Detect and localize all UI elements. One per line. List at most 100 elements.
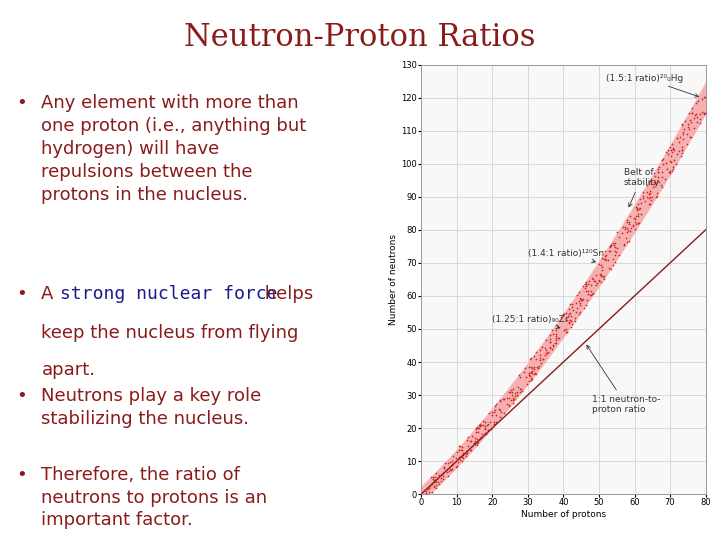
Point <box>525 373 536 382</box>
Point <box>438 464 450 472</box>
Point <box>633 219 644 228</box>
Point <box>633 210 644 219</box>
Point <box>536 359 547 368</box>
Point <box>563 319 575 328</box>
Point <box>472 423 483 431</box>
Point <box>585 287 596 295</box>
Point <box>508 385 519 394</box>
Point <box>607 255 618 264</box>
Point <box>585 291 596 300</box>
Point <box>642 188 653 197</box>
Point <box>430 483 441 492</box>
Point <box>494 413 505 422</box>
Point <box>511 390 523 399</box>
Point <box>428 475 439 483</box>
Point <box>624 211 636 220</box>
Point <box>469 438 480 447</box>
Point <box>609 258 621 266</box>
Point <box>575 294 586 302</box>
Point <box>605 265 616 273</box>
Point <box>564 316 576 325</box>
Point <box>634 219 645 227</box>
Point <box>457 450 469 459</box>
Point <box>574 300 585 309</box>
Point <box>651 176 662 185</box>
Point <box>536 343 548 352</box>
Point <box>656 156 667 165</box>
Point <box>426 480 438 488</box>
Point <box>474 434 486 442</box>
Point <box>456 453 467 462</box>
Point <box>515 388 526 397</box>
Point <box>694 109 706 118</box>
Point <box>609 246 621 255</box>
Point <box>637 193 649 202</box>
Point <box>469 440 481 448</box>
Point <box>642 180 653 189</box>
Point <box>504 401 516 410</box>
Point <box>604 246 616 255</box>
Point <box>454 456 466 465</box>
Point <box>565 322 577 331</box>
Point <box>577 282 588 291</box>
Point <box>634 204 645 213</box>
Point <box>631 203 642 212</box>
Point <box>537 354 549 363</box>
Point <box>466 437 477 445</box>
Point <box>437 468 449 477</box>
Point <box>662 146 674 154</box>
Point <box>666 147 678 156</box>
Point <box>445 465 456 474</box>
Point <box>667 166 678 175</box>
Point <box>669 156 680 164</box>
Point <box>514 385 526 394</box>
Point <box>639 197 651 205</box>
Point <box>673 138 685 146</box>
Point <box>599 247 611 256</box>
Point <box>473 424 485 433</box>
Point <box>579 280 590 288</box>
Point <box>494 396 505 405</box>
Point <box>561 328 572 337</box>
Point <box>621 233 632 242</box>
Point <box>700 109 711 117</box>
Point <box>477 420 489 429</box>
Point <box>445 458 456 467</box>
Point <box>446 460 458 469</box>
Point <box>570 308 582 316</box>
Point <box>462 442 474 450</box>
Point <box>686 109 698 118</box>
Point <box>530 369 541 377</box>
Point <box>685 116 696 124</box>
Point <box>661 158 672 167</box>
Point <box>544 331 555 340</box>
Point <box>590 280 602 289</box>
Point <box>501 394 513 402</box>
Point <box>657 154 669 163</box>
Point <box>567 305 578 314</box>
Point <box>574 309 585 318</box>
Point <box>678 130 689 138</box>
Point <box>519 364 531 373</box>
Text: Neutron-Proton Ratios: Neutron-Proton Ratios <box>184 22 536 52</box>
Point <box>690 112 702 121</box>
Point <box>511 388 523 397</box>
Point <box>587 289 598 298</box>
Point <box>495 406 506 415</box>
Point <box>431 475 443 483</box>
Point <box>508 395 520 403</box>
Text: keep the nucleus from flying: keep the nucleus from flying <box>42 324 299 342</box>
Point <box>637 192 649 200</box>
Point <box>482 419 494 428</box>
Point <box>690 110 702 119</box>
Point <box>464 437 475 445</box>
Point <box>528 363 539 372</box>
Point <box>486 410 498 419</box>
Point <box>479 428 490 437</box>
Point <box>670 159 681 168</box>
Point <box>521 379 533 388</box>
Point <box>596 266 608 275</box>
Point <box>576 296 588 305</box>
Point <box>544 342 556 351</box>
Point <box>644 187 656 195</box>
